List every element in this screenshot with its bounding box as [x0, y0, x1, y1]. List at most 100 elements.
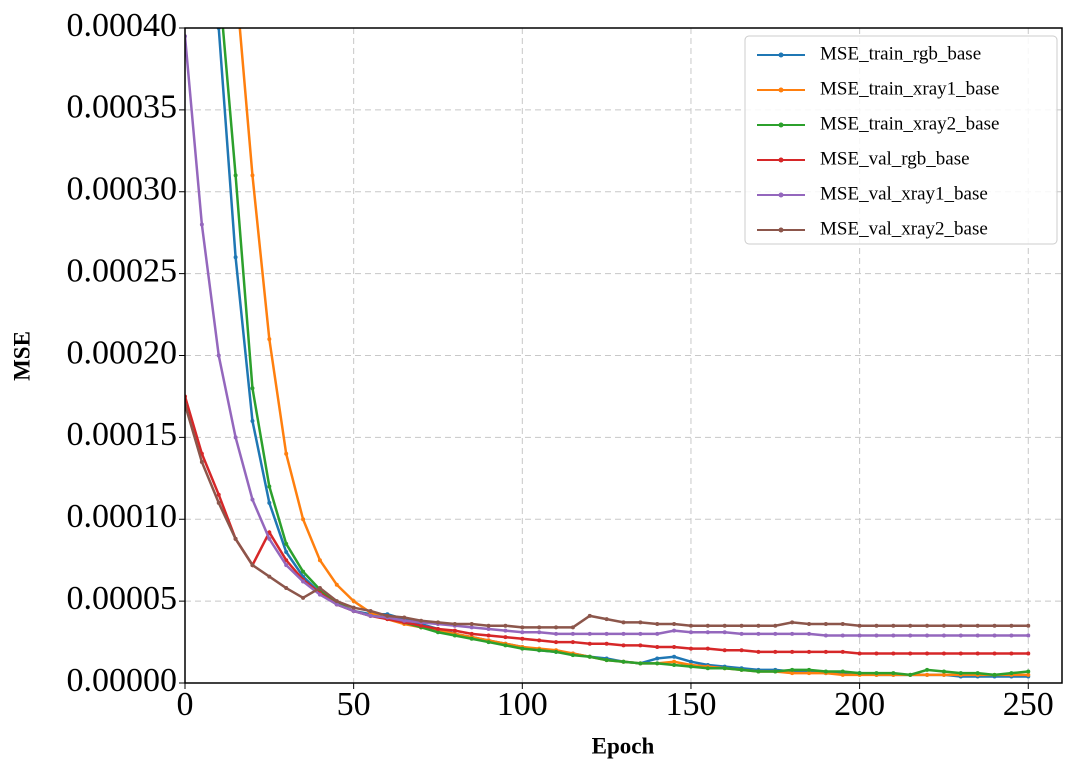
- point: [402, 615, 407, 620]
- point: [267, 536, 272, 541]
- point: [520, 625, 525, 630]
- point: [604, 641, 609, 646]
- point: [857, 651, 862, 656]
- y-tick-label: 0.00030: [67, 171, 178, 208]
- point: [486, 623, 491, 628]
- point: [756, 669, 761, 674]
- point: [739, 648, 744, 653]
- legend-marker: [778, 122, 784, 128]
- point: [874, 623, 879, 628]
- point: [587, 613, 592, 618]
- point: [925, 667, 930, 672]
- point: [385, 613, 390, 618]
- point: [941, 669, 946, 674]
- point: [941, 672, 946, 677]
- point: [554, 625, 559, 630]
- legend-label: MSE_train_xray2_base: [820, 113, 999, 134]
- point: [655, 656, 660, 661]
- point: [503, 628, 508, 633]
- point: [840, 649, 845, 654]
- point: [941, 651, 946, 656]
- point: [351, 608, 356, 613]
- legend-label: MSE_val_xray2_base: [820, 218, 988, 239]
- point: [672, 628, 677, 633]
- point: [857, 671, 862, 676]
- point: [621, 631, 626, 636]
- point: [941, 623, 946, 628]
- point: [587, 631, 592, 636]
- point: [284, 541, 289, 546]
- point: [317, 592, 322, 597]
- y-tick-label: 0.00010: [67, 498, 178, 535]
- point: [570, 631, 575, 636]
- point: [621, 643, 626, 648]
- point: [672, 622, 677, 627]
- y-tick-label: 0.00040: [67, 7, 178, 44]
- point: [773, 669, 778, 674]
- point: [587, 654, 592, 659]
- point: [992, 623, 997, 628]
- point: [925, 623, 930, 628]
- point: [874, 633, 879, 638]
- x-tick-label: 50: [337, 686, 371, 723]
- point: [908, 623, 913, 628]
- point: [638, 643, 643, 648]
- point: [739, 623, 744, 628]
- point: [1026, 651, 1031, 656]
- point: [823, 633, 828, 638]
- point: [537, 638, 542, 643]
- point: [604, 658, 609, 663]
- legend-label: MSE_train_rgb_base: [820, 43, 981, 64]
- point: [267, 574, 272, 579]
- point: [925, 672, 930, 677]
- point: [520, 630, 525, 635]
- point: [267, 500, 272, 505]
- point: [452, 628, 457, 633]
- point: [672, 644, 677, 649]
- point: [891, 671, 896, 676]
- point: [351, 599, 356, 604]
- point: [688, 646, 693, 651]
- point: [840, 672, 845, 677]
- point: [317, 586, 322, 591]
- point: [874, 651, 879, 656]
- point: [1026, 633, 1031, 638]
- point: [790, 667, 795, 672]
- legend-marker: [778, 52, 784, 58]
- point: [284, 451, 289, 456]
- point: [621, 659, 626, 664]
- point: [284, 550, 289, 554]
- point: [688, 664, 693, 669]
- point: [655, 661, 660, 666]
- point: [739, 631, 744, 636]
- point: [807, 622, 812, 627]
- y-tick-label: 0.00005: [67, 580, 178, 617]
- point: [554, 649, 559, 654]
- point: [688, 623, 693, 628]
- point: [672, 662, 677, 667]
- legend-marker: [778, 227, 784, 233]
- point: [250, 173, 255, 178]
- point: [739, 667, 744, 672]
- point: [773, 631, 778, 636]
- point: [655, 631, 660, 636]
- point: [722, 648, 727, 653]
- series-line: [185, 404, 1029, 629]
- point: [975, 623, 980, 628]
- point: [216, 500, 221, 505]
- point: [334, 582, 339, 587]
- point: [1009, 651, 1014, 656]
- point: [452, 633, 457, 638]
- point: [958, 633, 963, 638]
- point: [537, 625, 542, 630]
- point: [891, 651, 896, 656]
- point: [469, 625, 474, 630]
- point: [233, 536, 238, 541]
- point: [992, 651, 997, 656]
- point: [554, 640, 559, 645]
- point: [638, 631, 643, 636]
- point: [469, 631, 474, 636]
- point: [621, 620, 626, 625]
- point: [756, 623, 761, 628]
- point: [284, 558, 289, 563]
